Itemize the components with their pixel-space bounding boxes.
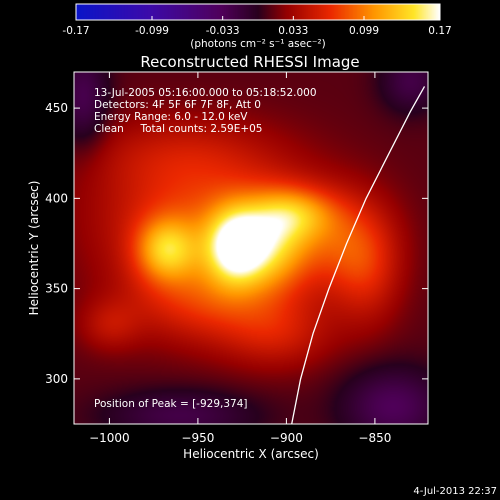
x-tick-label: −850 [358, 431, 391, 445]
x-tick-label: −950 [181, 431, 214, 445]
y-tick-label: 450 [45, 101, 68, 115]
solar-limb-curve [291, 86, 426, 425]
colorbar-tick-label: 0.17 [428, 25, 451, 37]
colorbar-tick-label: 0.033 [278, 25, 308, 37]
heatmap-image [74, 72, 428, 424]
plot-frame [73, 71, 429, 425]
y-axis-ticks: 300 350 400 450 [45, 101, 428, 386]
colorbar-frame [75, 3, 441, 21]
info-time-range: 13-Jul-2005 05:16:00.000 to 05:18:52.000 [94, 87, 317, 99]
colorbar-tick-label: -0.033 [206, 25, 240, 37]
chart-title: Reconstructed RHESSI Image [140, 53, 359, 71]
colorbar-tick-label: -0.17 [62, 25, 89, 37]
peak-position-label: Position of Peak = [-929,374] [94, 398, 248, 410]
colorbar-tick-label: -0.099 [135, 25, 169, 37]
x-tick-label: −900 [270, 431, 303, 445]
y-tick-label: 350 [45, 282, 68, 296]
colorbar-unit-label: (photons cm⁻² s⁻¹ asec⁻²) [190, 38, 325, 50]
colorbar-ticks: -0.17 -0.099 -0.033 0.033 0.099 0.17 [62, 16, 452, 37]
colorbar-tick-label: 0.099 [349, 25, 379, 37]
x-axis-label: Heliocentric X (arcsec) [183, 447, 319, 461]
timestamp: 4-Jul-2013 22:37 [413, 486, 497, 497]
y-tick-label: 300 [45, 372, 68, 386]
colorbar-gradient [76, 4, 440, 20]
y-axis-label: Heliocentric Y (arcsec) [27, 181, 41, 316]
info-detectors: Detectors: 4F 5F 6F 7F 8F, Att 0 [94, 99, 261, 111]
x-tick-label: −1000 [89, 431, 130, 445]
info-total-counts: Clean Total counts: 2.59E+05 [94, 123, 263, 135]
info-energy-range: Energy Range: 6.0 - 12.0 keV [94, 111, 248, 123]
x-axis-ticks: −1000 −950 −900 −850 [89, 72, 391, 445]
y-tick-label: 400 [45, 191, 68, 205]
